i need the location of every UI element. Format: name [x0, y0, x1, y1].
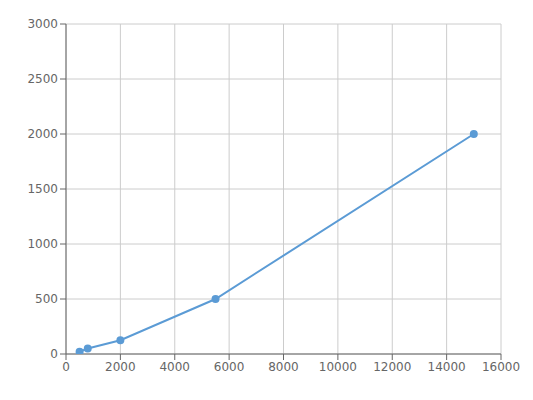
svg-text:0: 0: [62, 360, 70, 374]
svg-text:8000: 8000: [268, 360, 299, 374]
svg-text:2000: 2000: [27, 127, 58, 141]
svg-text:500: 500: [35, 292, 58, 306]
svg-text:1000: 1000: [27, 237, 58, 251]
svg-text:4000: 4000: [159, 360, 190, 374]
svg-text:3000: 3000: [27, 17, 58, 31]
svg-text:12000: 12000: [373, 360, 411, 374]
svg-text:2000: 2000: [105, 360, 136, 374]
svg-text:10000: 10000: [319, 360, 357, 374]
svg-text:2500: 2500: [27, 72, 58, 86]
svg-text:1500: 1500: [27, 182, 58, 196]
svg-text:16000: 16000: [482, 360, 520, 374]
svg-text:14000: 14000: [428, 360, 466, 374]
svg-text:0: 0: [50, 347, 58, 361]
svg-text:6000: 6000: [214, 360, 245, 374]
